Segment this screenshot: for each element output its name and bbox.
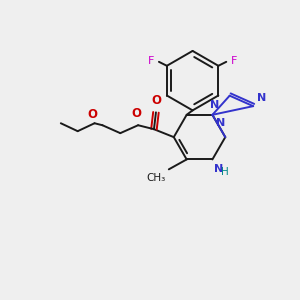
Text: N: N xyxy=(257,93,266,103)
Text: O: O xyxy=(151,94,161,107)
Text: F: F xyxy=(231,56,238,66)
Text: H: H xyxy=(221,167,229,177)
Text: N: N xyxy=(216,118,226,128)
Text: O: O xyxy=(131,107,141,120)
Text: CH₃: CH₃ xyxy=(147,173,166,183)
Text: N: N xyxy=(210,100,219,110)
Text: F: F xyxy=(148,56,154,66)
Text: N: N xyxy=(214,164,224,174)
Text: O: O xyxy=(88,108,98,121)
